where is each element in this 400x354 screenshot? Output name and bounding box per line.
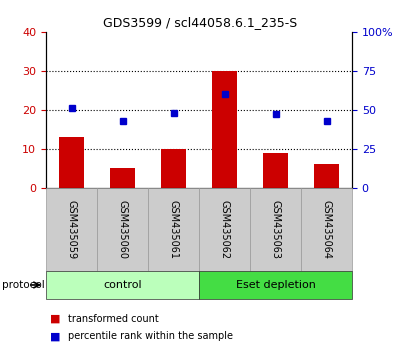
Text: percentile rank within the sample: percentile rank within the sample [68, 331, 233, 341]
Text: control: control [103, 280, 142, 290]
Text: GSM435063: GSM435063 [270, 200, 280, 259]
Bar [263, 153, 288, 188]
Text: ■: ■ [50, 331, 60, 341]
Text: GSM435061: GSM435061 [168, 200, 178, 259]
Text: GSM435062: GSM435062 [220, 200, 230, 259]
Text: GSM435059: GSM435059 [66, 200, 76, 259]
Bar [314, 164, 339, 188]
Text: Eset depletion: Eset depletion [236, 280, 316, 290]
Bar [212, 71, 237, 188]
Text: GSM435060: GSM435060 [118, 200, 128, 259]
Bar [59, 137, 84, 188]
Text: protocol: protocol [2, 280, 45, 290]
Text: transformed count: transformed count [68, 314, 159, 324]
Text: GSM435064: GSM435064 [322, 200, 332, 259]
Bar [110, 168, 135, 188]
Text: ■: ■ [50, 314, 60, 324]
Bar [161, 149, 186, 188]
Text: GDS3599 / scl44058.6.1_235-S: GDS3599 / scl44058.6.1_235-S [103, 16, 297, 29]
